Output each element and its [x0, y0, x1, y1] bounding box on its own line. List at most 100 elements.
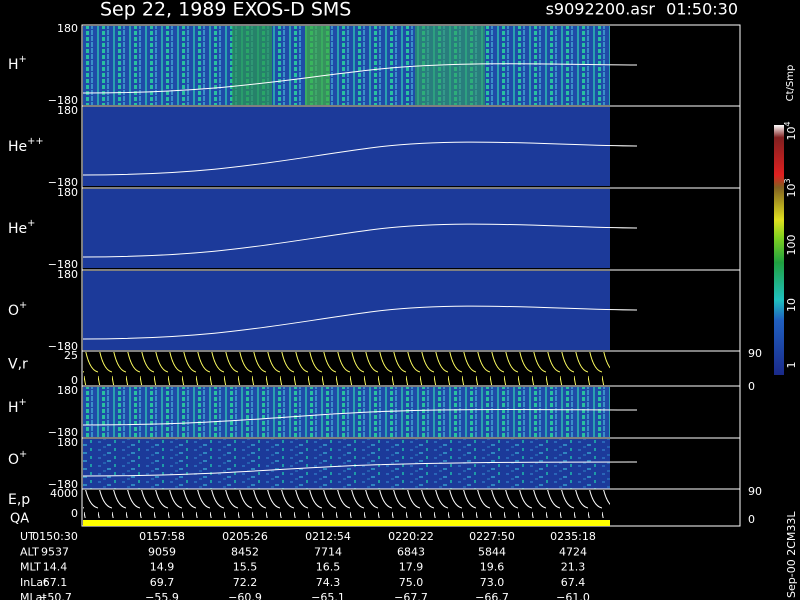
colorbar-label: 10 [785, 298, 798, 312]
panel-label-base: He [8, 221, 27, 237]
y-bottom-label: −180 [48, 94, 78, 107]
cell: 6843 [397, 545, 425, 558]
y2-bottom-label: 0 [748, 380, 755, 393]
cell: 0150:30 [32, 530, 78, 543]
panel-label: V,r [8, 357, 28, 373]
cell: 0220:22 [388, 530, 434, 543]
y-top-label: 180 [57, 436, 78, 449]
title: Sep 22, 1989 EXOS-D SMS [100, 0, 351, 21]
row-label: MLat [20, 591, 47, 600]
cell: 5844 [478, 545, 506, 558]
panel-label-base: E,p [8, 492, 30, 508]
cell: 0235:18 [550, 530, 596, 543]
y-top-label: 180 [57, 186, 78, 199]
panel-label-base: H [8, 57, 19, 73]
y-bottom-label: −180 [48, 258, 78, 271]
cell: 16.5 [316, 561, 341, 574]
panel-label-base: O [8, 303, 19, 319]
row-label: ALT [20, 545, 39, 558]
panel-label-base: O [8, 452, 19, 468]
cell: 0157:58 [139, 530, 185, 543]
panel-label: He+ [8, 218, 35, 237]
cell: 8452 [231, 545, 259, 558]
cell: −55.9 [145, 591, 179, 600]
colorbar-sup: 4 [783, 121, 792, 126]
cell: −60.9 [228, 591, 262, 600]
cell: 74.3 [316, 576, 341, 589]
y-top-label: 25 [64, 349, 78, 362]
y-top-label: 180 [57, 22, 78, 35]
header: Sep 22, 1989 EXOS-D SMS s9092200.asr 01:… [100, 0, 738, 21]
cell: 9059 [148, 545, 176, 558]
cell: −67.7 [394, 591, 428, 600]
y-top-label: 180 [57, 384, 78, 397]
y-bottom-label: 0 [71, 507, 78, 520]
cell: −65.1 [311, 591, 345, 600]
colorbar-tick: 100 [785, 235, 798, 256]
cell: 67.4 [561, 576, 586, 589]
y-bottom-label: −180 [48, 478, 78, 491]
cell: 0212:54 [305, 530, 351, 543]
colorbar-tick: 104 [783, 121, 799, 140]
panel-label: H+ [8, 397, 27, 416]
cell: −66.7 [475, 591, 509, 600]
cell: 14.9 [150, 561, 175, 574]
panel-label-sup: + [19, 300, 27, 311]
panel-label: H+ [8, 54, 27, 73]
cell: 67.1 [43, 576, 68, 589]
panel-label: O+ [8, 300, 27, 319]
cell: 21.3 [561, 561, 586, 574]
cell: 17.9 [399, 561, 424, 574]
time: 01:50:30 [666, 0, 738, 19]
panel-label-base: V,r [8, 357, 28, 373]
y2-bottom-label: 0 [748, 513, 755, 526]
panel-label-base: H [8, 400, 19, 416]
colorbar-base: 1 [785, 362, 798, 369]
panel-label-sup: + [19, 449, 27, 460]
panel-label-sup: + [19, 54, 27, 65]
cell: 72.2 [233, 576, 258, 589]
colorbar-label: 100 [785, 235, 798, 256]
side-label: Sep-00 2CM33L [785, 511, 798, 598]
colorbar-label: 104 [783, 121, 799, 140]
y-bottom-label: −180 [48, 426, 78, 439]
cell: 0227:50 [469, 530, 515, 543]
panel-label-sup: + [19, 397, 27, 408]
colorbar-base: 10 [785, 184, 798, 198]
cell: −61.0 [556, 591, 590, 600]
cell: 15.5 [233, 561, 258, 574]
y-top-label: 180 [57, 268, 78, 281]
colorbar-tick: 103 [783, 178, 799, 197]
cell: −50.7 [38, 591, 72, 600]
y2-top-label: 90 [748, 347, 762, 360]
colorbar [774, 125, 784, 375]
colorbar-base: 10 [785, 298, 798, 312]
cell: 4724 [559, 545, 587, 558]
cell: 14.4 [43, 561, 68, 574]
panel-label-base: He [8, 139, 27, 155]
file-name: s9092200.asr [546, 0, 656, 19]
y-bottom-label: 0 [71, 374, 78, 387]
y2-top-label: 90 [748, 485, 762, 498]
cell: 75.0 [399, 576, 424, 589]
colorbar-base: 10 [785, 127, 798, 141]
colorbar-sup: 3 [783, 178, 792, 183]
colorbar-base: 100 [785, 235, 798, 256]
colorbar-tick: 10 [785, 298, 798, 312]
panel-label-sup: + [27, 218, 35, 229]
row-label: MLT [20, 561, 41, 574]
panel-label: O+ [8, 449, 27, 468]
colorbar-label: 103 [783, 178, 799, 197]
spectrograms [82, 26, 638, 526]
y-bottom-label: −180 [48, 340, 78, 353]
qa-label: QA [10, 512, 29, 527]
row-label: UT [20, 530, 35, 543]
panel-label-sup: ++ [27, 136, 43, 147]
colorbar-unit: Ct/Smp [785, 65, 796, 102]
cell: 69.7 [150, 576, 175, 589]
panel-label: E,p [8, 492, 30, 508]
colorbar-tick: 1 [785, 362, 798, 369]
y-bottom-label: −180 [48, 176, 78, 189]
row-label: InLat [20, 576, 48, 589]
